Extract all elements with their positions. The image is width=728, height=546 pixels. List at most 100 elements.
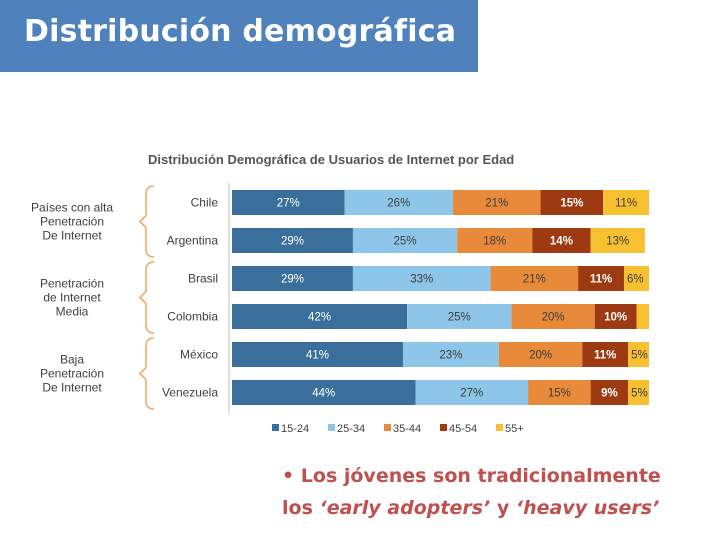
bar-colombia-45-54	[594, 304, 637, 329]
group-bracket-1	[138, 185, 155, 258]
category-labels: Chile Argentina Brasil Colombia México Venezu…	[162, 196, 218, 400]
data-label-brasil-15-24: 29%	[281, 274, 304, 286]
data-label-colombia-25-34: 25%	[448, 312, 471, 324]
category-label-mexico: México	[180, 348, 218, 362]
category-label-colombia: Colombia	[167, 310, 218, 324]
group-label-3-line-3: De Internet	[42, 381, 102, 395]
bullet-glyph: •	[282, 465, 295, 487]
legend-label-25-34: 25-34	[337, 423, 365, 435]
data-label-venezuela-25-34: 27%	[460, 388, 483, 400]
bar-mexico-15-24	[232, 342, 403, 367]
bar-argentina-45-54	[532, 228, 591, 253]
group-label-3-line-1: Baja	[60, 353, 84, 367]
bar-colombia-35-44	[511, 304, 595, 329]
bar-brasil-55-	[623, 266, 649, 291]
bar-chile-15-24	[232, 190, 345, 215]
category-label-brasil: Brasil	[188, 272, 218, 286]
data-label-venezuela-45-54: 9%	[601, 388, 618, 400]
group-label-1-line-3: De Internet	[42, 229, 102, 243]
bar-chile-35-44	[453, 190, 541, 215]
bar-colombia-55-	[636, 304, 649, 329]
legend-swatch-35-44	[384, 424, 391, 431]
bar-chile-55-	[603, 190, 649, 215]
note-line-1: • Los jóvenes son tradicionalmente	[282, 460, 722, 492]
data-label-argentina-45-54: 14%	[550, 236, 573, 248]
legend-swatch-25-34	[328, 424, 335, 431]
data-label-argentina-25-34: 25%	[394, 236, 417, 248]
data-label-chile-35-44: 21%	[485, 198, 508, 210]
data-label-brasil-45-54: 11%	[590, 274, 612, 286]
bar-brasil-35-44	[490, 266, 579, 291]
data-label-chile-25-34: 26%	[387, 198, 410, 210]
bar-colombia-15-24	[232, 304, 408, 329]
data-label-venezuela-15-24: 44%	[312, 388, 335, 400]
data-label-brasil-25-34: 33%	[410, 274, 433, 286]
data-label-colombia-45-54: 10%	[604, 312, 627, 324]
bar-argentina-25-34	[352, 228, 458, 253]
data-label-argentina-55-: 13%	[606, 236, 629, 248]
group-label-2-line-3: Media	[56, 305, 89, 319]
bullet-note: • Los jóvenes son tradicionalmente los ‘…	[282, 460, 722, 524]
data-label-chile-55-: 11%	[615, 198, 637, 210]
bar-mexico-25-34	[402, 342, 499, 367]
bars: 27% 26% 21% 15% 11% 29% 25% 18% 14% 13% 29% 33% 21% 1…	[228, 183, 649, 414]
bar-venezuela-35-44	[528, 380, 591, 405]
bar-mexico-35-44	[498, 342, 583, 367]
bar-argentina-55-	[590, 228, 645, 253]
group-label-3-line-2: Penetración	[40, 367, 104, 381]
slide-title: Distribución demográfica	[24, 14, 457, 49]
bar-colombia-25-34	[407, 304, 512, 329]
note-line-2: los ‘early adopters’ y ‘heavy users’	[282, 492, 722, 524]
group-label-2-line-1: Penetración	[40, 277, 104, 291]
bar-venezuela-25-34	[415, 380, 529, 405]
bar-chile-45-54	[540, 190, 604, 215]
note-text-2b: ‘early adopters’	[319, 497, 491, 519]
data-label-argentina-15-24: 29%	[281, 236, 304, 248]
bar-brasil-45-54	[578, 266, 624, 291]
bar-argentina-35-44	[457, 228, 533, 253]
note-text-1: Los jóvenes son tradicionalmente	[300, 465, 661, 487]
legend-label-35-44: 35-44	[393, 423, 421, 435]
group-label-2-line-2: de Internet	[43, 291, 101, 305]
group-bracket-3	[138, 337, 155, 410]
legend-swatch-55-	[496, 424, 503, 431]
chart-title: Distribución Demográfica de Usuarios de …	[148, 152, 515, 167]
data-label-venezuela-35-44: 15%	[548, 388, 571, 400]
group-label-1-line-2: Penetración	[40, 215, 104, 229]
legend-label-15-24: 15-24	[281, 423, 309, 435]
data-label-chile-15-24: 27%	[277, 198, 300, 210]
data-label-brasil-55-: 6%	[627, 274, 644, 286]
legend-swatch-15-24	[272, 424, 279, 431]
data-label-mexico-45-54: 11%	[594, 350, 616, 362]
bar-mexico-55-	[628, 342, 649, 367]
data-label-mexico-35-44: 20%	[529, 350, 552, 362]
category-label-venezuela: Venezuela	[162, 386, 218, 400]
legend-swatch-45-54	[440, 424, 447, 431]
data-label-colombia-35-44: 20%	[542, 312, 565, 324]
title-bar: Distribución demográfica	[0, 0, 478, 72]
category-label-chile: Chile	[191, 196, 219, 210]
category-label-argentina: Argentina	[167, 234, 219, 248]
data-label-argentina-35-44: 18%	[483, 236, 506, 248]
data-label-chile-45-54: 15%	[560, 198, 583, 210]
bar-venezuela-45-54	[590, 380, 629, 405]
data-label-mexico-25-34: 23%	[439, 350, 462, 362]
note-text-2d: ‘heavy users’	[515, 497, 660, 519]
note-text-2c: y	[490, 497, 516, 519]
group-bracket-2	[138, 261, 155, 334]
note-text-2a: los	[282, 497, 320, 519]
legend-label-45-54: 45-54	[449, 423, 477, 435]
data-label-brasil-35-44: 21%	[523, 274, 546, 286]
bar-brasil-25-34	[352, 266, 491, 291]
bar-venezuela-15-24	[232, 380, 416, 405]
bar-chile-25-34	[344, 190, 454, 215]
bar-brasil-15-24	[232, 266, 353, 291]
bar-venezuela-55-	[628, 380, 649, 405]
group-label-1-line-1: Países con alta	[31, 201, 113, 215]
legend-label-55-: 55+	[505, 423, 524, 435]
data-label-mexico-55-: 5%	[631, 350, 648, 362]
data-label-venezuela-55-: 5%	[631, 388, 648, 400]
legend: 15-24 25-34 35-44 45-54 55+	[272, 423, 524, 435]
